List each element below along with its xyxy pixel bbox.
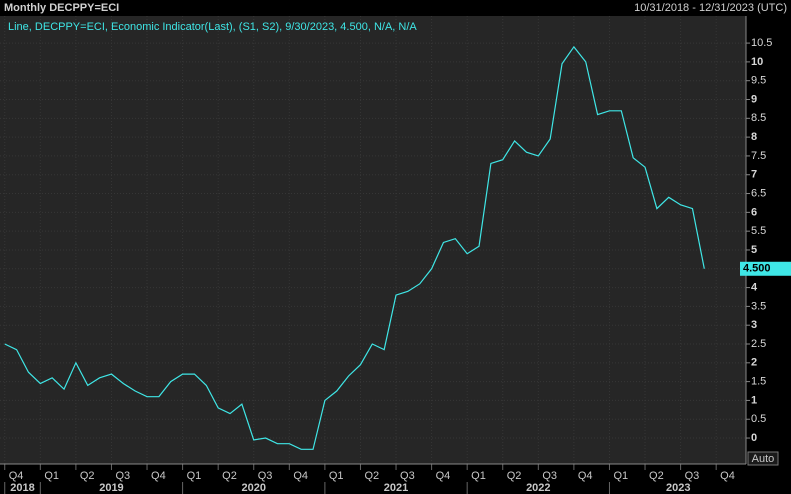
year-label: 2022 [526, 482, 550, 494]
y-tick-label: 2.5 [751, 338, 766, 350]
plot-area [0, 16, 746, 464]
y-tick-label: 1.5 [751, 376, 766, 388]
x-tick-label: Q3 [258, 470, 273, 482]
y-tick-label: 3 [751, 319, 757, 331]
current-value-badge [740, 261, 791, 276]
x-tick-label: Q3 [115, 470, 130, 482]
x-tick-label: Q2 [649, 470, 664, 482]
y-tick-label: 0 [751, 432, 757, 444]
current-value-label: 4.500 [743, 263, 771, 275]
y-tick-label: 6.5 [751, 187, 766, 199]
x-tick-label: Q2 [507, 470, 522, 482]
chart-title: Monthly DECPPY=ECI [4, 2, 119, 14]
y-tick-label: 5 [751, 244, 757, 256]
year-label: 2021 [384, 482, 408, 494]
x-tick-label: Q3 [685, 470, 700, 482]
x-tick-label: Q2 [222, 470, 237, 482]
x-tick-label: Q4 [436, 470, 451, 482]
year-label: 2020 [242, 482, 266, 494]
date-range: 10/31/2018 - 12/31/2023 (UTC) [634, 2, 787, 14]
y-tick-label: 10.5 [751, 37, 772, 49]
x-tick-label: Q4 [578, 470, 593, 482]
y-tick-label: 4 [751, 281, 758, 293]
y-tick-label: 8.5 [751, 112, 766, 124]
line-series [4, 45, 705, 450]
year-label: 2018 [10, 482, 34, 494]
y-tick-label: 7 [751, 169, 757, 181]
x-tick-label: Q4 [151, 470, 166, 482]
y-tick-label: 7.5 [751, 150, 766, 162]
year-label: 2023 [666, 482, 690, 494]
y-tick-label: 9 [751, 93, 757, 105]
y-tick-label: 2 [751, 357, 757, 369]
y-tick-label: 5.5 [751, 225, 766, 237]
x-tick-label: Q3 [400, 470, 415, 482]
x-tick-label: Q2 [80, 470, 95, 482]
auto-button-label[interactable]: Auto [752, 453, 775, 465]
x-tick-label: Q4 [293, 470, 308, 482]
x-tick-label: Q4 [720, 470, 735, 482]
y-tick-label: 1 [751, 394, 757, 406]
x-tick-label: Q1 [329, 470, 344, 482]
auto-button[interactable] [747, 451, 779, 466]
legend: Line, DECPPY=ECI, Economic Indicator(Las… [8, 21, 417, 33]
x-tick-label: Q1 [613, 470, 628, 482]
x-tick-label: Q1 [471, 470, 486, 482]
y-tick-label: 3.5 [751, 300, 766, 312]
x-tick-label: Q3 [542, 470, 557, 482]
y-tick-label: 9.5 [751, 75, 766, 87]
year-label: 2019 [99, 482, 123, 494]
y-tick-label: 6 [751, 206, 757, 218]
x-tick-label: Q4 [9, 470, 24, 482]
x-tick-label: Q1 [187, 470, 202, 482]
y-tick-label: 0.5 [751, 413, 766, 425]
y-tick-label: 8 [751, 131, 757, 143]
x-tick-label: Q2 [364, 470, 379, 482]
x-tick-label: Q1 [44, 470, 59, 482]
y-tick-label: 10 [751, 56, 763, 68]
